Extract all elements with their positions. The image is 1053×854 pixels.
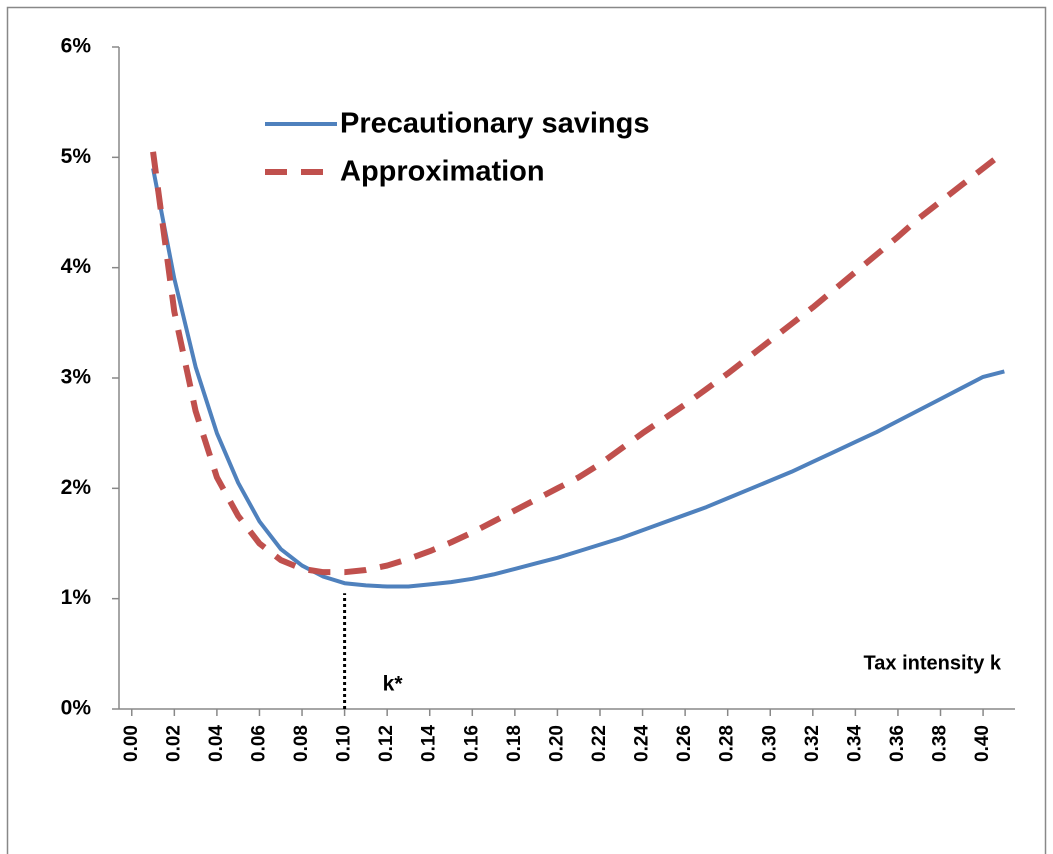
x-tick-label: 0.30: [759, 725, 780, 762]
x-tick-label: 0.10: [334, 725, 355, 762]
chart-frame: [6, 6, 1047, 854]
series-line: [150, 149, 1007, 576]
x-tick-label: 0.40: [972, 725, 993, 762]
x-tick-label: 0.28: [717, 725, 738, 762]
legend-label: Precautionary savings: [340, 108, 649, 140]
y-tick-label: 2%: [61, 476, 92, 499]
x-tick-label: 0.16: [461, 725, 482, 762]
x-tick-label: 0.34: [844, 725, 865, 762]
x-tick-label: 0.12: [376, 725, 397, 762]
x-tick-label: 0.08: [291, 725, 312, 762]
x-tick-label: 0.06: [248, 725, 269, 762]
y-tick-label: 0%: [61, 697, 92, 720]
x-tick-label: 0.26: [674, 725, 695, 762]
y-tick-label: 3%: [61, 366, 92, 389]
x-tick-label: 0.20: [546, 725, 567, 762]
legend-label: Approximation: [340, 156, 545, 188]
x-tick-label: 0.02: [163, 725, 184, 762]
x-tick-label: 0.22: [589, 725, 610, 762]
x-tick-label: 0.24: [632, 725, 653, 762]
x-tick-label: 0.04: [206, 725, 227, 762]
y-tick-label: 1%: [61, 586, 92, 609]
y-tick-label: 5%: [61, 145, 92, 168]
x-tick-label: 0.36: [887, 725, 908, 762]
x-tick-label: 0.32: [802, 725, 823, 762]
annotation: k*: [383, 673, 404, 696]
x-axis-label: Tax intensity k: [864, 652, 1002, 674]
x-tick-label: 0.00: [121, 725, 142, 762]
y-tick-label: 6%: [61, 35, 92, 58]
x-tick-label: 0.38: [930, 725, 951, 762]
x-tick-label: 0.14: [419, 725, 440, 762]
y-tick-label: 4%: [61, 255, 92, 278]
series-line: [151, 167, 1005, 589]
x-tick-label: 0.18: [504, 725, 525, 762]
